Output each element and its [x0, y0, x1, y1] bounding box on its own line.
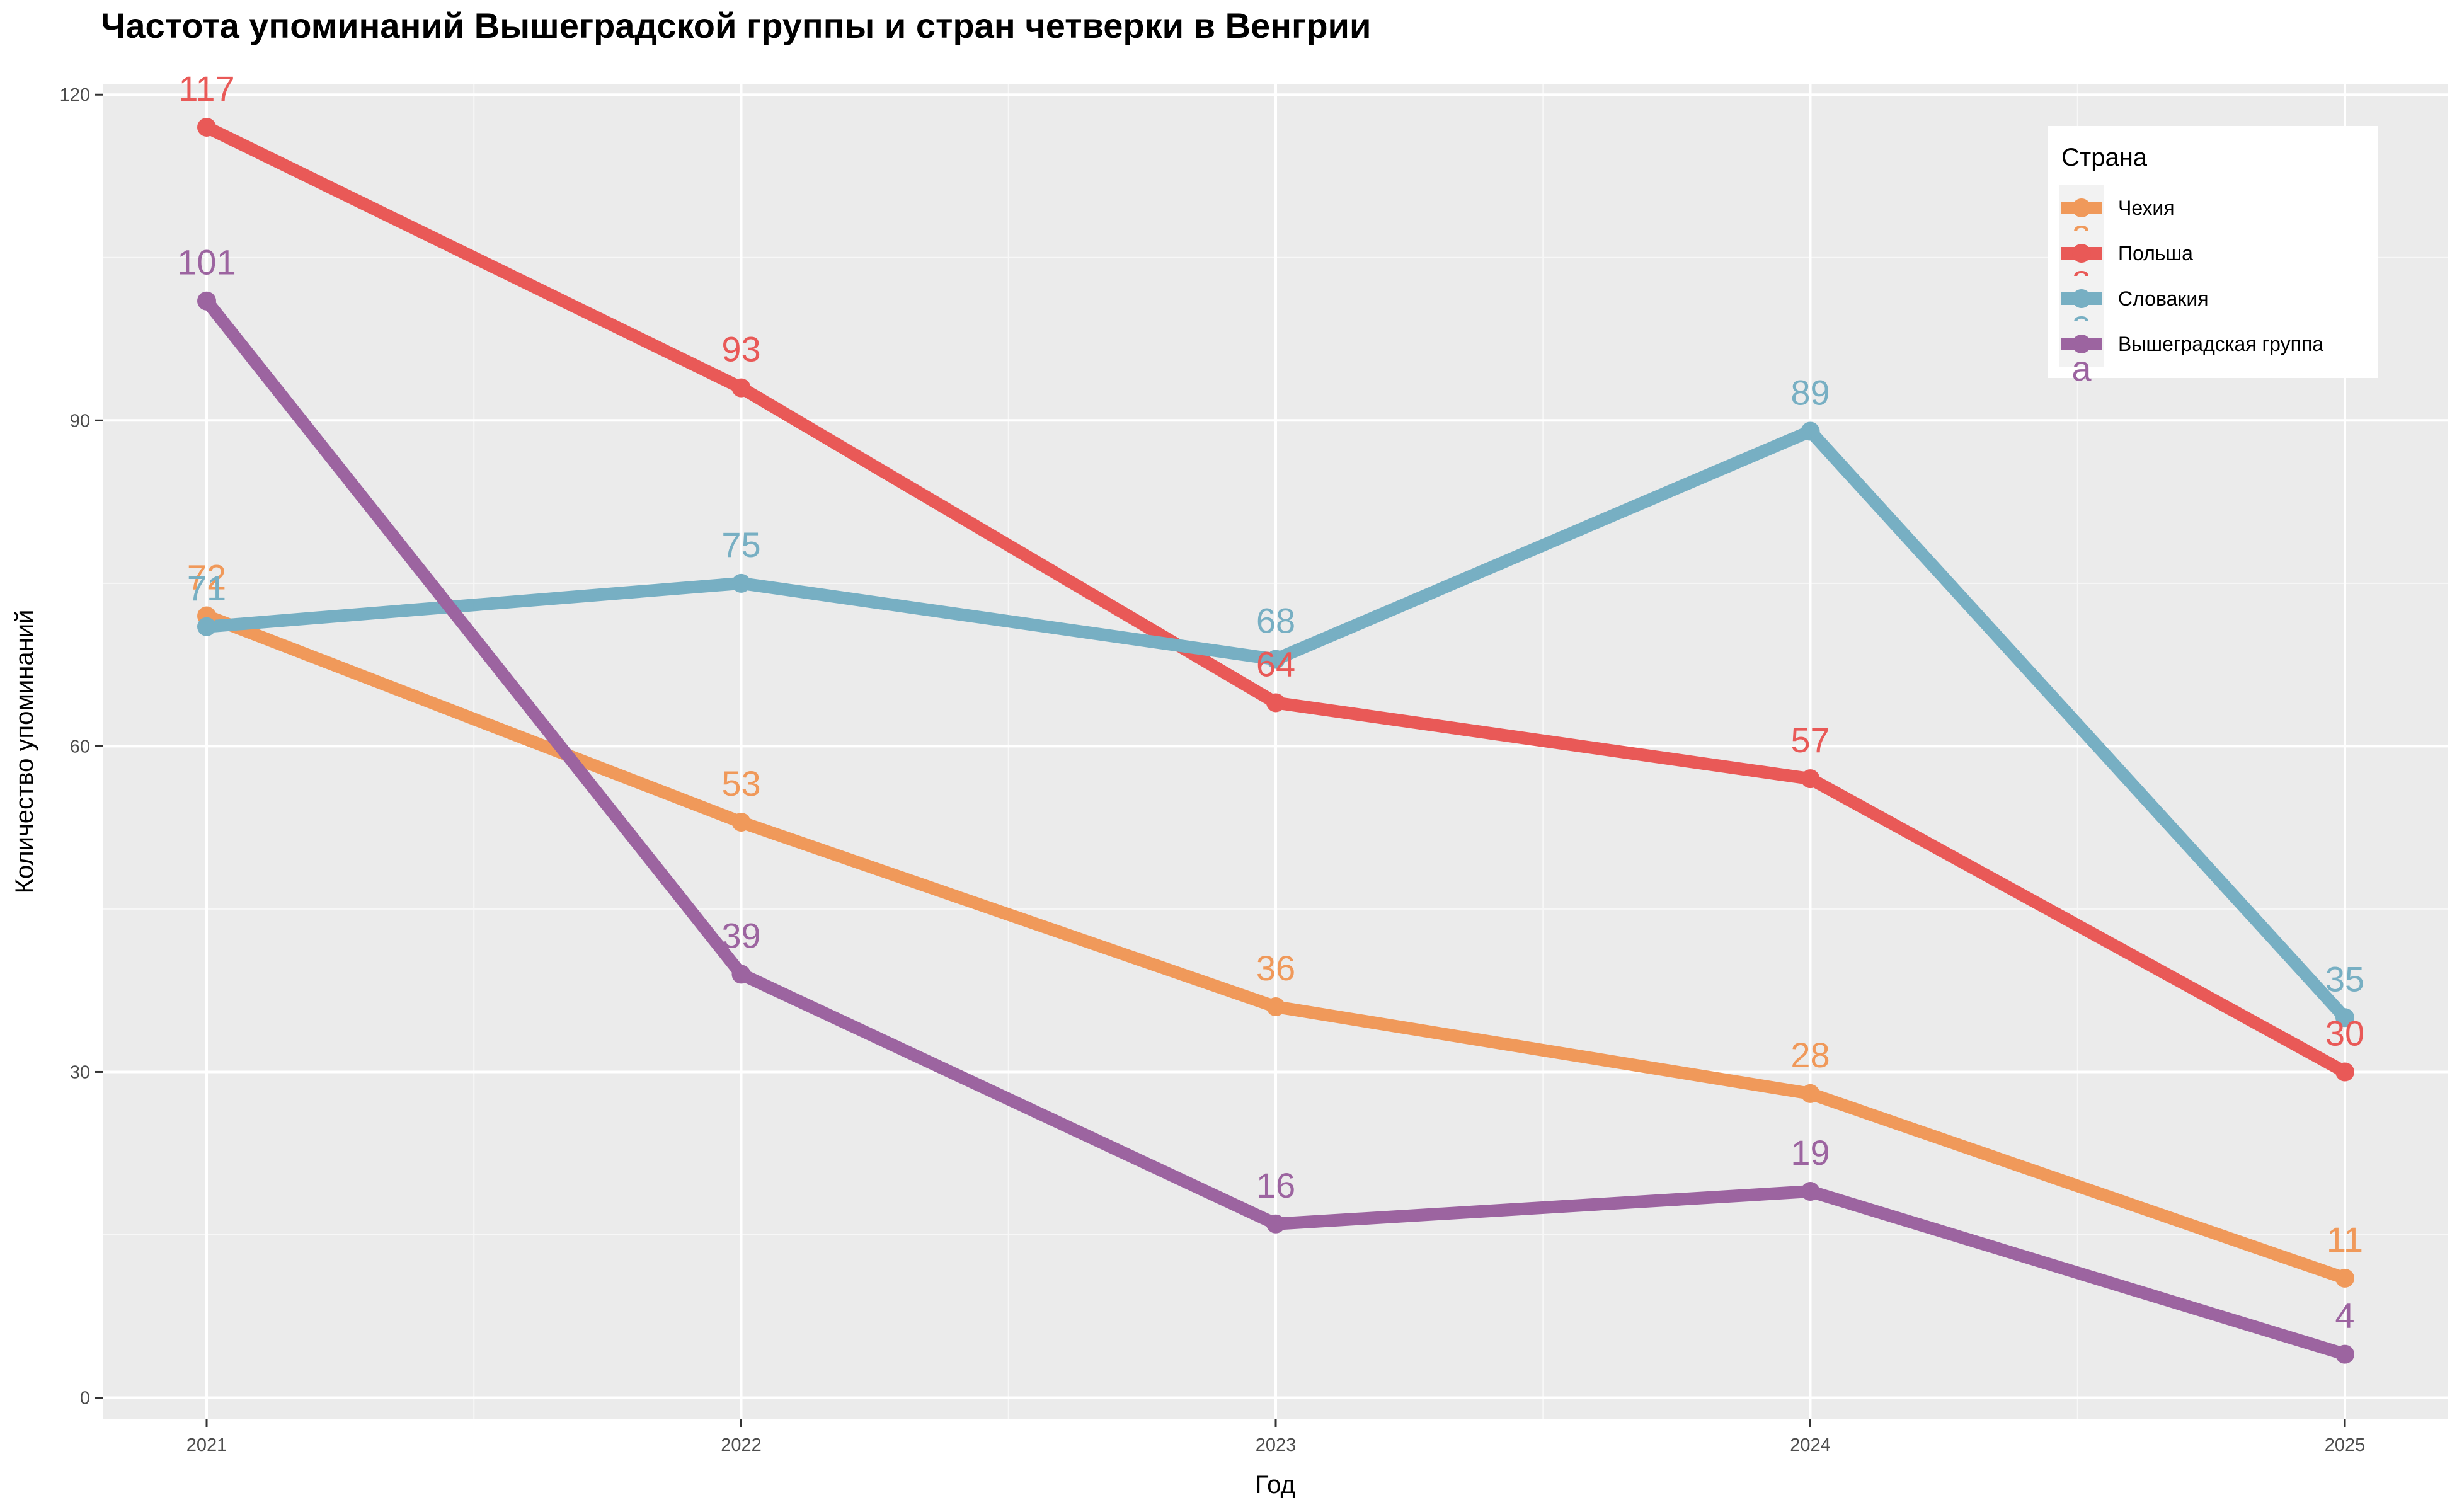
legend-key-point: [2072, 335, 2091, 353]
data-point: [1801, 1084, 1820, 1103]
data-label: 16: [1256, 1166, 1295, 1205]
series-points: [197, 117, 2354, 1364]
data-point: [1266, 650, 1285, 669]
data-point: [197, 617, 216, 636]
data-label: 19: [1790, 1133, 1830, 1172]
data-point: [197, 117, 216, 137]
y-tick-label: 60: [70, 736, 90, 757]
data-point: [2335, 1344, 2354, 1364]
data-labels: 72 53 36 28 11 117 93 64 57 30 71 75 68 89 35 101 39 16 19…: [177, 69, 2364, 1336]
data-point: [1801, 1182, 1820, 1201]
legend-label: Чехия: [2118, 197, 2175, 219]
data-label: 39: [721, 915, 760, 955]
data-point: [1266, 1214, 1285, 1234]
data-point: [731, 378, 751, 398]
data-label: 4: [2335, 1296, 2354, 1336]
data-point: [1266, 997, 1285, 1017]
data-point: [731, 813, 751, 832]
legend-key-point: [2072, 289, 2091, 308]
data-label: 57: [1790, 720, 1830, 760]
data-label: 68: [1256, 600, 1295, 640]
data-label: 89: [1790, 373, 1830, 413]
data-label: 36: [1256, 948, 1295, 988]
data-point: [2335, 1268, 2354, 1288]
data-label: 53: [721, 764, 760, 803]
legend: Страна aЧехияaПольшаaСловакияaВышеградск…: [2048, 126, 2378, 388]
data-label: 64: [1256, 644, 1295, 684]
legend-label: Вышеградская группа: [2118, 333, 2323, 355]
x-tick-label: 2023: [1256, 1435, 1297, 1455]
data-label: 117: [178, 69, 234, 108]
x-tick-label: 2024: [1790, 1435, 1831, 1455]
x-tick-label: 2021: [186, 1435, 227, 1455]
data-point: [2335, 1062, 2354, 1082]
x-tick-label: 2025: [2325, 1435, 2366, 1455]
legend-key-glyph: a: [2071, 348, 2092, 388]
data-label: 75: [721, 525, 760, 564]
data-label: 35: [2325, 959, 2364, 999]
data-point: [731, 573, 751, 593]
y-tick-label: 0: [80, 1389, 90, 1409]
y-axis-title: Количество упоминаний: [11, 610, 38, 894]
legend-label: Польша: [2118, 242, 2193, 265]
data-label: 101: [177, 243, 236, 282]
y-tick-label: 30: [70, 1062, 90, 1082]
data-label: 30: [2325, 1013, 2364, 1053]
legend-key-point: [2072, 244, 2091, 263]
legend-title: Страна: [2061, 144, 2148, 171]
data-point: [2335, 1008, 2354, 1028]
chart-title: Частота упоминаний Вышеградской группы и…: [101, 6, 1372, 45]
y-tick-label: 90: [70, 411, 90, 431]
data-point: [197, 291, 216, 311]
x-axis-title: Год: [1255, 1471, 1295, 1499]
axes: 0 30 60 90 120 2021 2022 2023 2024 2025: [60, 85, 2366, 1455]
data-label: 28: [1790, 1035, 1830, 1075]
data-label: 71: [187, 568, 226, 608]
x-tick-label: 2022: [721, 1435, 762, 1455]
data-point: [1801, 769, 1820, 789]
data-point: [731, 965, 751, 984]
legend-label: Словакия: [2118, 287, 2209, 310]
data-point: [1801, 421, 1820, 441]
data-label: 11: [2327, 1220, 2363, 1259]
y-tick-label: 120: [60, 85, 90, 105]
data-label: 72: [187, 558, 226, 597]
data-point: [1266, 693, 1285, 713]
legend-key-point: [2072, 198, 2091, 217]
data-label: 93: [721, 329, 760, 369]
